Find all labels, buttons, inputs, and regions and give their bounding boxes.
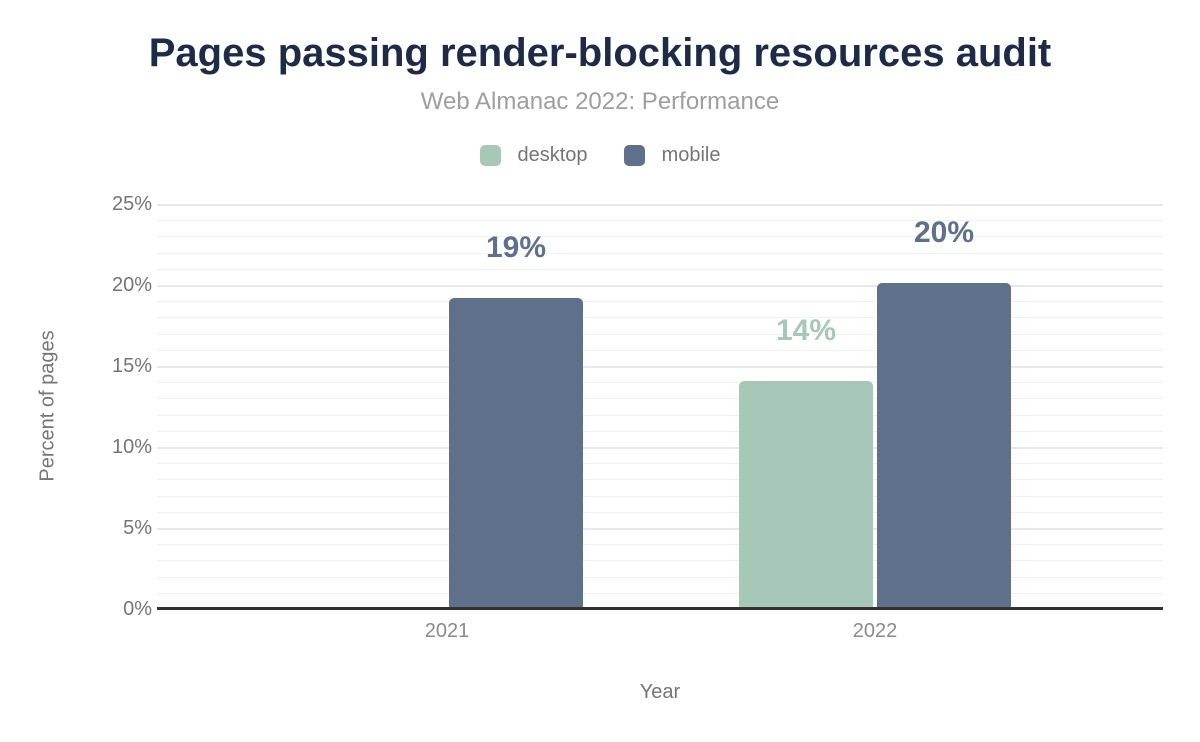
minor-gridline	[157, 350, 1163, 351]
minor-gridline	[157, 398, 1163, 399]
minor-gridline	[157, 301, 1163, 302]
minor-gridline	[157, 463, 1163, 464]
bar-mobile-2021[interactable]	[449, 298, 583, 609]
y-tick-label: 20%	[111, 274, 152, 296]
minor-gridline	[157, 544, 1163, 545]
legend-swatch-desktop	[479, 145, 501, 166]
minor-gridline	[157, 269, 1163, 270]
bar-mobile-2022[interactable]	[877, 283, 1011, 609]
bar-value-label: 19%	[485, 231, 547, 264]
bar-value-label: 14%	[775, 314, 837, 347]
x-axis-title: Year	[639, 681, 681, 703]
x-tick-label: 2021	[424, 620, 470, 642]
minor-gridline	[157, 236, 1163, 237]
x-tick-label: 2022	[852, 620, 898, 642]
legend: desktop mobile	[0, 144, 1200, 167]
major-gridline	[157, 366, 1163, 368]
chart-title: Pages passing render-blocking resources …	[148, 31, 1052, 75]
legend-swatch-mobile	[623, 145, 645, 166]
major-gridline	[157, 285, 1163, 287]
major-gridline	[157, 528, 1163, 530]
y-tick-label: 0%	[123, 598, 152, 620]
minor-gridline	[157, 382, 1163, 383]
bar-desktop-2022[interactable]	[739, 381, 873, 609]
minor-gridline	[157, 577, 1163, 578]
minor-gridline	[157, 479, 1163, 480]
minor-gridline	[157, 334, 1163, 335]
minor-gridline	[157, 317, 1163, 318]
legend-item-desktop[interactable]: desktop	[479, 144, 588, 167]
major-gridline	[157, 447, 1163, 449]
y-tick-label: 5%	[123, 517, 152, 539]
minor-gridline	[157, 593, 1163, 594]
minor-gridline	[157, 512, 1163, 513]
legend-label-desktop: desktop	[517, 144, 588, 166]
y-tick-label: 25%	[111, 193, 152, 215]
minor-gridline	[157, 415, 1163, 416]
bar-value-label: 20%	[913, 216, 975, 249]
x-axis-line	[157, 607, 1163, 610]
legend-item-mobile[interactable]: mobile	[623, 144, 721, 167]
minor-gridline	[157, 253, 1163, 254]
major-gridline	[157, 204, 1163, 206]
minor-gridline	[157, 560, 1163, 561]
legend-label-mobile: mobile	[661, 144, 721, 166]
minor-gridline	[157, 431, 1163, 432]
minor-gridline	[157, 220, 1163, 221]
minor-gridline	[157, 496, 1163, 497]
y-tick-label: 15%	[111, 355, 152, 377]
chart-subtitle: Web Almanac 2022: Performance	[420, 88, 780, 115]
y-tick-label: 10%	[111, 436, 152, 458]
